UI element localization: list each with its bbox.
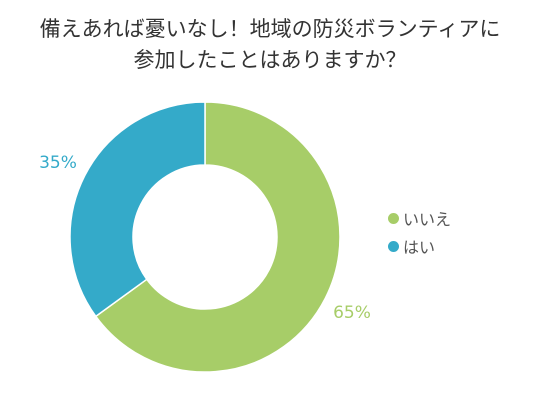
- chart-title-line-2: 参加したことはありますか？: [133, 48, 407, 72]
- data-label-iie: 65%: [333, 303, 371, 323]
- legend-swatch-hai: [388, 240, 399, 252]
- legend-label-hai: はい: [403, 238, 436, 257]
- donut-slice-iie[interactable]: [94, 101, 341, 373]
- legend-item-hai[interactable]: はい: [388, 232, 451, 260]
- legend-swatch-iie: [388, 212, 399, 224]
- chart-title-line-1: 備えあれば憂いなし！地域の防災ボランティアに: [39, 17, 501, 41]
- chart-title: 備えあれば憂いなし！地域の防災ボランティアに 参加したことはありますか？: [0, 14, 540, 76]
- donut-slice-hai[interactable]: [69, 101, 206, 318]
- legend-label-iie: いいえ: [403, 210, 452, 229]
- legend-item-iie[interactable]: いいえ: [388, 204, 451, 232]
- data-label-hai: 35%: [39, 153, 77, 173]
- chart-legend: いいえ はい: [388, 204, 451, 260]
